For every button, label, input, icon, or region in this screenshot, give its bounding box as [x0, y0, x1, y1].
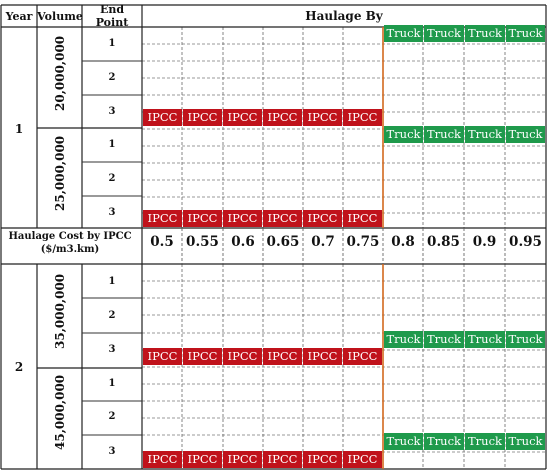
ipcc-cell: IPCC: [143, 210, 182, 227]
volume-label: 20,000,000: [53, 35, 67, 111]
cost-value: 0.7: [311, 234, 335, 250]
year-2-label: 2: [14, 360, 24, 374]
truck-cell: Truck: [506, 25, 545, 42]
truck-cell: Truck: [424, 25, 464, 42]
ipcc-cell: IPCC: [183, 451, 222, 468]
truck-cell: Truck: [465, 433, 505, 450]
end-point-label: 1: [108, 378, 116, 389]
ipcc-cell: IPCC: [223, 109, 262, 126]
ipcc-cell: IPCC: [303, 210, 342, 227]
ipcc-cell: IPCC: [303, 109, 342, 126]
end-point-label: 3: [108, 446, 116, 457]
cost-value: 0.55: [186, 234, 219, 250]
cost-value: 0.8: [391, 234, 415, 250]
ipcc-cell: IPCC: [183, 109, 222, 126]
cost-value: 0.85: [427, 234, 460, 250]
ipcc-cell: IPCC: [223, 451, 262, 468]
truck-cell: Truck: [465, 331, 505, 348]
cost-value: 0.65: [266, 234, 300, 250]
ipcc-cell: IPCC: [143, 348, 182, 365]
end-point-label: 3: [108, 344, 116, 355]
end-point-label: 2: [108, 72, 116, 83]
volume-label: 25,000,000: [53, 135, 67, 211]
cost-value: 0.5: [150, 234, 174, 250]
ipcc-cell: IPCC: [263, 348, 302, 365]
truck-cell: Truck: [384, 126, 423, 143]
year-1-label: 1: [14, 122, 24, 136]
volume-label: 35,000,000: [53, 273, 67, 349]
end-point-label: 1: [108, 38, 116, 49]
truck-cell: Truck: [465, 25, 505, 42]
cost-value: 0.6: [231, 234, 255, 250]
ipcc-cell: IPCC: [143, 451, 182, 468]
volume-label: 45,000,000: [53, 374, 67, 450]
ipcc-cell: IPCC: [183, 348, 222, 365]
ipcc-cell: IPCC: [143, 109, 182, 126]
end-point-label: 1: [108, 276, 116, 287]
cost-value: 0.9: [472, 234, 497, 250]
ipcc-cell: IPCC: [343, 451, 382, 468]
truck-cell: Truck: [384, 331, 423, 348]
cost-value: 0.75: [346, 234, 380, 250]
cost-row-title: Haulage Cost by IPCC ($/m3.km): [0, 230, 140, 256]
ipcc-cell: IPCC: [303, 348, 342, 365]
truck-cell: Truck: [424, 126, 464, 143]
truck-cell: Truck: [424, 331, 464, 348]
cost-value: 0.95: [509, 234, 542, 250]
ipcc-cell: IPCC: [343, 210, 382, 227]
ipcc-cell: IPCC: [343, 109, 382, 126]
ipcc-cell: IPCC: [223, 348, 262, 365]
ipcc-cell: IPCC: [263, 210, 302, 227]
truck-cell: Truck: [465, 126, 505, 143]
truck-cell: Truck: [506, 331, 545, 348]
year-header: Year: [5, 9, 33, 23]
truck-cell: Truck: [506, 126, 545, 143]
end-point-label: 1: [108, 139, 116, 150]
end-point-label: 3: [108, 207, 116, 218]
ipcc-cell: IPCC: [183, 210, 222, 227]
ipcc-cell: IPCC: [263, 109, 302, 126]
end-point-label: 2: [108, 173, 116, 184]
volume-header: Volume: [37, 9, 83, 23]
truck-cell: Truck: [384, 433, 423, 450]
end-point-label: 2: [108, 310, 116, 321]
ipcc-cell: IPCC: [263, 451, 302, 468]
ipcc-cell: IPCC: [303, 451, 342, 468]
end-point-label: 3: [108, 106, 116, 117]
truck-cell: Truck: [424, 433, 464, 450]
ipcc-cell: IPCC: [223, 210, 262, 227]
end-point-header: End Point: [95, 3, 129, 29]
truck-cell: Truck: [506, 433, 545, 450]
haulage-by-header: Haulage By: [305, 9, 383, 23]
ipcc-cell: IPCC: [343, 348, 382, 365]
end-point-label: 2: [108, 411, 116, 422]
cost-title-unit: ($/m3.km): [40, 244, 100, 255]
truck-cell: Truck: [384, 25, 423, 42]
cost-title-line: Haulage Cost by IPCC: [8, 231, 132, 242]
